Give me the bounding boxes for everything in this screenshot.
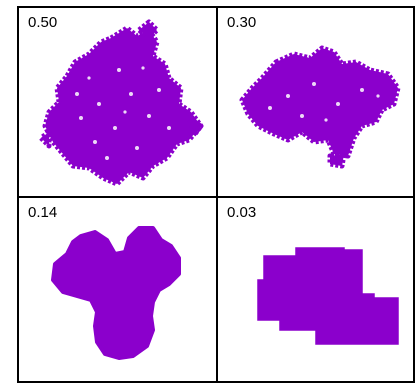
cluster-shape [239, 45, 401, 169]
panel-label: 0.50 [28, 14, 58, 31]
panel-label: 0.30 [227, 14, 257, 31]
panel-label: 0.03 [227, 204, 257, 221]
panel-label: 0.14 [28, 204, 58, 221]
panel-grid: 0.50 0.30 [17, 6, 415, 383]
cluster-shape [257, 247, 399, 345]
panel-top-right: 0.30 [216, 6, 415, 198]
cluster-shape [38, 19, 204, 187]
panel-bottom-right: 0.03 [216, 196, 415, 383]
panel-bottom-left: 0.14 [17, 196, 218, 383]
cluster-shape [51, 226, 181, 360]
panel-top-left: 0.50 [17, 6, 218, 198]
